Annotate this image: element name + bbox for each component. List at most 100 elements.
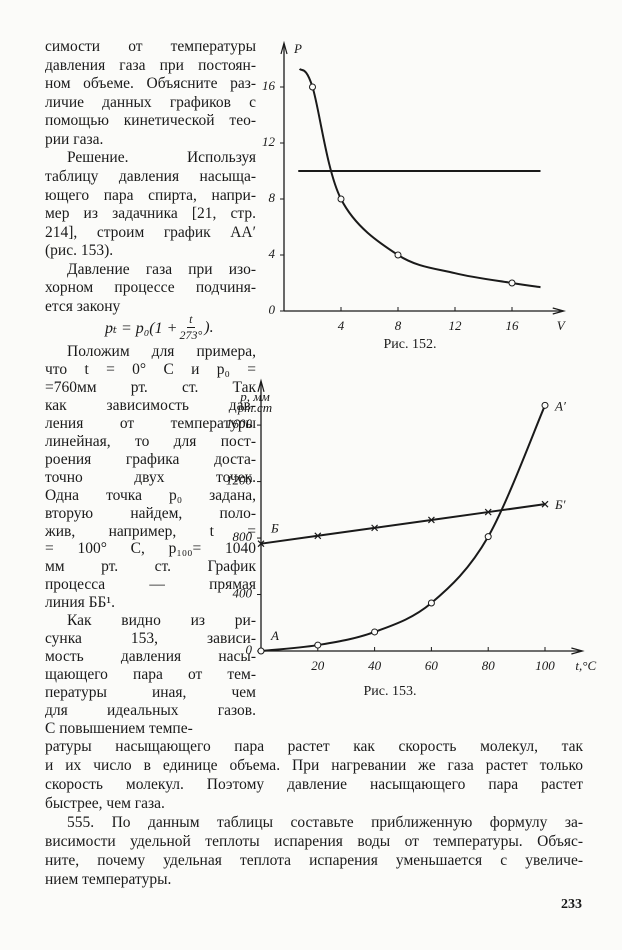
text-line: процесса — прямая (45, 576, 256, 594)
text-line: симости от температуры (45, 38, 256, 55)
text-line: щающего пара от тем- (45, 666, 256, 684)
numerator: t (187, 312, 195, 328)
text-line: 214], строим график AA′ (45, 223, 256, 241)
text-line: скорость молекул. Поэтому давление насыщ… (45, 776, 583, 793)
marker (309, 83, 316, 91)
denominator: 273° (179, 328, 203, 342)
marker (484, 508, 492, 516)
curve (260, 503, 546, 545)
series-label: А (270, 628, 279, 643)
marker (484, 533, 492, 541)
text-line: роения графика доста- (45, 450, 256, 468)
text-line: хорном процессе подчиня- (45, 279, 256, 297)
text-line: пературы иная, чем (45, 684, 256, 702)
series-label: Б′ (554, 497, 566, 512)
text-line: давления газа при постоян- (45, 56, 256, 74)
y-tick-label: 0 (269, 302, 276, 317)
x-tick-label: 8 (395, 318, 402, 333)
text-line: точно двух точек. (45, 468, 256, 486)
text-line: и их число в единице объема. При нагрева… (45, 757, 583, 774)
text-line: ратуры насыщающего пара растет как скоро… (45, 738, 583, 755)
text-line: (рис. 153). (45, 242, 114, 260)
series-label: А′ (554, 398, 566, 413)
formula-left: pₜ = p₀(1 + (105, 319, 178, 337)
text-line: таблицу давления насыща- (45, 167, 256, 185)
x-axis-label: V (557, 318, 567, 333)
text-line: как зависимость дав- (45, 396, 256, 414)
x-tick-label: 20 (311, 658, 325, 673)
text-line: Положим для примера, (67, 343, 256, 360)
formula-right: ). (204, 318, 214, 336)
caption: Рис. 152. (384, 337, 437, 352)
text-line: ните, почему удельная теплота испарения … (45, 852, 583, 869)
text-line: Давление газа при изо- (67, 260, 256, 278)
text-line: ется закону (45, 297, 121, 315)
text-line: Одна точка p₀ задана, (45, 486, 256, 504)
y-tick-label: 1200 (226, 473, 253, 488)
y-axis-arrow (280, 40, 288, 55)
text-line: ления от температуры (45, 414, 256, 432)
text-line: = 100° C, p₁₀₀= 1040 (45, 540, 256, 558)
caption: Рис. 153. (364, 684, 417, 699)
y-tick-label: 800 (233, 529, 253, 544)
text-line: Как видно из ри- (67, 612, 256, 630)
formula: pₜ = p₀(1 + t 273° ). (105, 312, 214, 343)
x-axis-arrow (552, 307, 567, 315)
y-tick-label: 1600 (226, 416, 253, 431)
x-axis-label: t,°C (575, 658, 596, 673)
x-tick-label: 60 (425, 658, 439, 673)
marker (314, 641, 322, 649)
text-line: сунка 153, зависи- (45, 630, 256, 648)
x-tick-label: 16 (506, 318, 520, 333)
x-axis-arrow (571, 647, 585, 655)
y-axis-label: P (293, 41, 302, 56)
text-line: ном объеме. Объясните раз- (45, 75, 256, 93)
marker (371, 524, 379, 532)
series-label: Б (270, 521, 279, 536)
text-line: мм рт. ст. График (45, 558, 256, 576)
y-tick-label: 8 (269, 190, 276, 205)
x-tick-label: 100 (535, 658, 555, 673)
y-tick-label: 12 (262, 134, 276, 149)
x-tick-label: 80 (482, 658, 496, 673)
text-line: для идеальных газов. (45, 702, 256, 719)
text-line: висимости удельной теплоты испарения вод… (45, 833, 583, 850)
marker (541, 500, 549, 508)
marker (314, 532, 322, 540)
y-tick-label: 0 (246, 642, 253, 657)
text-line: Решение. Используя (67, 149, 256, 167)
marker (257, 647, 265, 655)
text-line: =760мм рт. ст. Так (45, 378, 256, 396)
text-line: линейная, то для пост- (45, 432, 256, 450)
x-tick-label: 40 (368, 658, 382, 673)
text-line: личие данных графиков с (45, 93, 256, 111)
marker (427, 516, 435, 524)
y-axis-label: рт.ст (237, 400, 272, 415)
y-axis-arrow (257, 378, 265, 392)
marker (508, 279, 516, 287)
x-tick-label: 12 (449, 318, 463, 333)
text-line: быстрее, чем газа. (45, 795, 165, 812)
marker (427, 599, 435, 607)
marker (541, 401, 549, 409)
y-tick-label: 400 (233, 586, 253, 601)
marker (337, 195, 345, 203)
x-tick-label: 4 (338, 318, 345, 333)
text-line: 555. По данным таблицы составьте приближ… (67, 814, 583, 831)
curve (260, 404, 546, 652)
text-line: линия ББ¹. (45, 594, 115, 612)
marker (371, 628, 379, 636)
text-line: мость давления насы- (45, 648, 256, 666)
text-line: С повышением темпе- (45, 719, 193, 737)
text-line: вторую найдем, поло- (45, 504, 256, 522)
text-line: мер из задачника [21, стр. (45, 205, 256, 223)
text-line: жив, например, t = (45, 522, 256, 540)
text-line: нием температуры. (45, 871, 172, 888)
marker (394, 251, 402, 259)
text-line: ющего пара спирта, напри- (45, 186, 256, 204)
y-axis-label: р, мм (239, 389, 270, 404)
y-tick-label: 4 (269, 246, 276, 261)
curve (298, 68, 541, 289)
